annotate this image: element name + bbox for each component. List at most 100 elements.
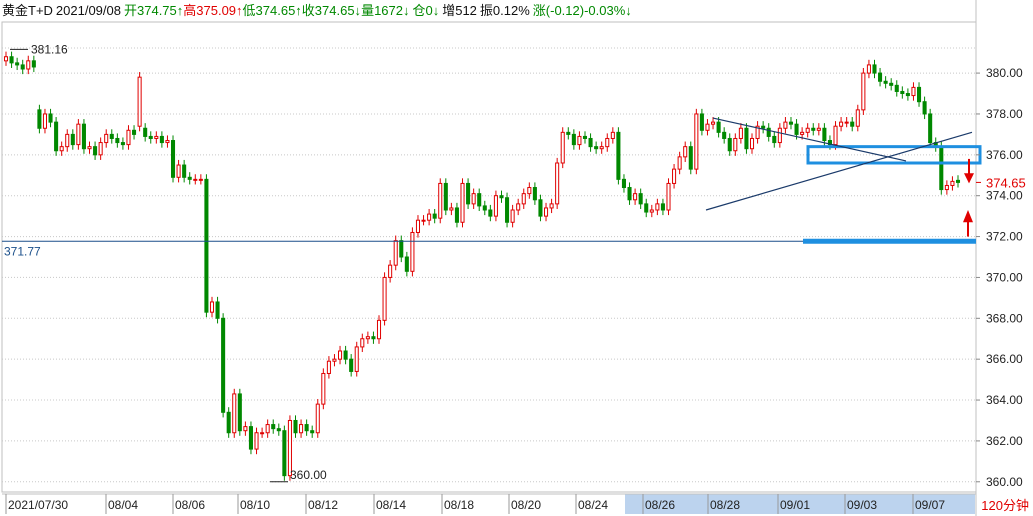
- x-tick-label: 08/04: [108, 498, 138, 512]
- candle-body: [749, 137, 755, 150]
- candle-body: [543, 207, 549, 217]
- instrument-name: 黄金T+D: [2, 3, 53, 18]
- candle-body: [471, 193, 476, 205]
- x-tick-label: 08/24: [578, 498, 608, 512]
- candle: [432, 208, 437, 224]
- candle-body: [59, 146, 64, 152]
- y-tick-label: 374.00: [986, 189, 1023, 203]
- candle-body: [104, 133, 109, 144]
- candle: [883, 76, 888, 89]
- candle: [811, 123, 816, 136]
- candle-body: [3, 56, 9, 62]
- candle: [449, 202, 454, 216]
- candle: [81, 119, 86, 154]
- candle: [243, 421, 248, 436]
- annotation-layer: 371.77 381.16 360.00: [2, 42, 982, 483]
- candle-body: [577, 135, 582, 146]
- candle: [488, 204, 493, 222]
- candle-body: [538, 199, 543, 217]
- x-tick-label: 08/18: [444, 498, 474, 512]
- candle-body: [376, 319, 382, 340]
- candle: [154, 131, 159, 144]
- candle-body: [237, 393, 242, 432]
- candle: [694, 108, 699, 175]
- candle: [499, 190, 504, 203]
- candle-body: [850, 121, 855, 127]
- candle: [788, 117, 794, 130]
- candle: [271, 419, 276, 434]
- candle-body: [265, 424, 270, 434]
- candle: [226, 407, 231, 438]
- candle: [299, 419, 304, 438]
- candle-body: [672, 168, 677, 184]
- candle: [850, 117, 855, 132]
- x-tick-label: 08/10: [240, 498, 270, 512]
- close-price: 收374.65↓: [301, 3, 362, 18]
- candle: [193, 174, 198, 185]
- candle: [59, 141, 64, 156]
- candle-body: [260, 432, 265, 435]
- candle: [26, 55, 31, 75]
- candle-body: [159, 135, 164, 144]
- support-label: 371.77: [4, 244, 41, 258]
- candle: [783, 117, 788, 134]
- candle: [616, 127, 621, 185]
- candle: [482, 200, 487, 216]
- candle-body: [9, 56, 14, 64]
- candle-body: [527, 187, 532, 195]
- candle: [399, 235, 404, 263]
- up-arrow-head: [963, 210, 973, 223]
- candle: [254, 427, 259, 455]
- candle-body: [638, 193, 643, 205]
- candle: [48, 108, 53, 128]
- candle: [889, 78, 894, 91]
- candle-body: [26, 60, 31, 70]
- candle: [872, 59, 877, 79]
- candle-body: [755, 125, 760, 139]
- candle: [766, 123, 771, 142]
- candle: [555, 157, 560, 209]
- candle: [315, 399, 320, 438]
- candle-body: [839, 121, 844, 127]
- candle: [293, 415, 298, 438]
- candle: [98, 137, 103, 160]
- candle-body: [916, 86, 922, 103]
- candle-body: [382, 276, 387, 321]
- candle-body: [805, 127, 810, 133]
- candle-body: [54, 121, 59, 152]
- candle: [599, 141, 604, 154]
- candle: [928, 108, 933, 148]
- candle: [699, 108, 704, 136]
- candle-body: [93, 146, 98, 156]
- candle: [9, 51, 14, 68]
- candle-body: [677, 156, 682, 170]
- candle: [705, 119, 710, 136]
- candle-body: [20, 64, 25, 70]
- plot-frame: [1, 21, 977, 493]
- candle-body: [482, 205, 487, 211]
- candle-body: [221, 317, 226, 413]
- candle-body: [939, 146, 944, 191]
- quote-date: 2021/09/08: [55, 3, 121, 18]
- candle-body: [427, 213, 432, 221]
- candle-body: [170, 140, 176, 178]
- candle-body: [711, 121, 716, 125]
- candle-body: [594, 146, 599, 150]
- candle-body: [493, 195, 498, 217]
- candle-body: [716, 121, 721, 133]
- candle-body: [187, 176, 192, 180]
- candle: [649, 204, 654, 218]
- candle-body: [438, 182, 443, 219]
- candle: [655, 198, 660, 216]
- period-label[interactable]: 120分钟: [980, 495, 1030, 514]
- candle: [866, 59, 871, 79]
- candle-body: [761, 125, 766, 129]
- candle: [182, 159, 187, 183]
- candle-body: [293, 419, 298, 434]
- candle-body: [454, 207, 459, 223]
- candle: [878, 67, 883, 87]
- candle: [326, 356, 331, 379]
- candle: [916, 82, 922, 107]
- candle-body: [950, 180, 955, 186]
